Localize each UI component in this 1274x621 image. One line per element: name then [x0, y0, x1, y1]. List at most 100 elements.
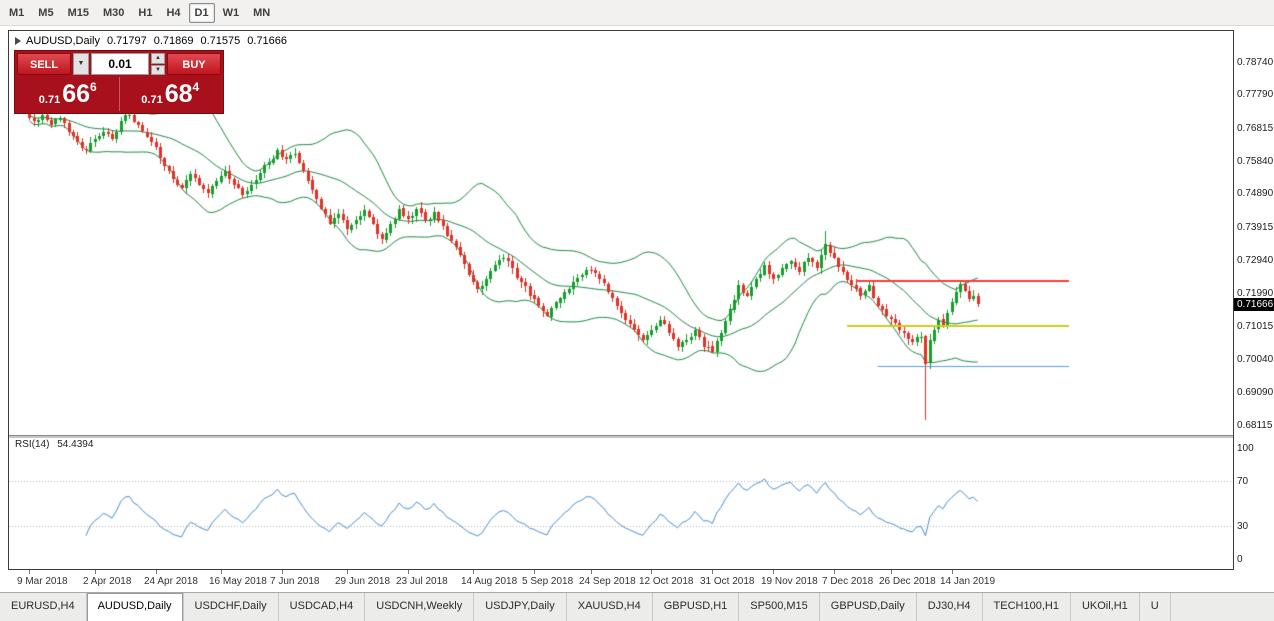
volume-input[interactable]	[91, 53, 149, 75]
date-label: 23 Jul 2018	[396, 576, 448, 587]
date-label: 29 Jun 2018	[335, 576, 391, 587]
chart-tab-dj30-h4[interactable]: DJ30,H4	[917, 593, 983, 621]
chart-tab-ukoil-h1[interactable]: UKOil,H1	[1071, 593, 1140, 621]
date-tick	[221, 570, 222, 574]
chart-tab-gbpusd-h1[interactable]: GBPUSD,H1	[653, 593, 740, 621]
price-divider	[118, 77, 120, 111]
date-tick	[651, 570, 652, 574]
date-label: 12 Oct 2018	[639, 576, 694, 587]
sell-button[interactable]: SELL	[17, 53, 71, 75]
stepper-down-icon[interactable]: ▼	[151, 64, 165, 75]
price-axis-label: 0.71990	[1237, 287, 1274, 299]
price-axis-label: 0.73915	[1237, 221, 1274, 233]
date-label: 26 Dec 2018	[879, 576, 936, 587]
price-axis-label: 0.77790	[1237, 89, 1274, 101]
date-label: 16 May 2018	[209, 576, 267, 587]
chart-tabs-bar: EURUSD,H4 AUDUSD,Daily USDCHF,Daily USDCAD,…	[0, 592, 1274, 621]
date-label: 19 Nov 2018	[761, 576, 818, 587]
rsi-chart-canvas[interactable]	[9, 438, 1233, 569]
price-axis-label: 0.78740	[1237, 56, 1274, 68]
date-label: 2 Apr 2018	[83, 576, 132, 587]
stepper-up-icon[interactable]: ▲	[151, 53, 165, 64]
pane-divider[interactable]	[9, 435, 1233, 438]
date-tick	[591, 570, 592, 574]
rsi-scale-label: 30	[1237, 520, 1249, 532]
date-label: 24 Apr 2018	[144, 576, 198, 587]
chart-tab-usdjpy-daily[interactable]: USDJPY,Daily	[474, 593, 567, 621]
timeframe-button-m30[interactable]: M30	[102, 6, 125, 19]
date-tick	[834, 570, 835, 574]
chart-window: AUDUSD,Daily 0.71797 0.71869 0.71575 0.7…	[8, 30, 1274, 570]
symbol-name: AUDUSD,Daily	[26, 35, 100, 47]
price-axis-label: 0.76815	[1237, 122, 1274, 134]
chart-tab-usdcnh-weekly[interactable]: USDCNH,Weekly	[365, 593, 475, 621]
timeframe-button-d1[interactable]: D1	[188, 2, 215, 23]
sell-price-display[interactable]: 0.71 66 6	[17, 77, 119, 111]
buy-price-small: 0.71	[141, 94, 163, 106]
date-axis[interactable]: 9 Mar 2018 2 Apr 2018 24 Apr 2018 16 May 20…	[8, 570, 1234, 592]
price-axis-label: 0.70040	[1237, 354, 1274, 366]
date-tick	[282, 570, 283, 574]
date-tick	[534, 570, 535, 574]
date-tick	[156, 570, 157, 574]
buy-price-sup: 4	[192, 80, 200, 94]
price-axis-label: 0.69090	[1237, 386, 1274, 398]
timeframe-button-m1[interactable]: M1	[9, 6, 25, 19]
date-tick	[952, 570, 953, 574]
chart-tab-u[interactable]: U	[1140, 593, 1171, 621]
timeframe-button-mn[interactable]: MN	[253, 6, 271, 19]
date-label: 31 Oct 2018	[700, 576, 755, 587]
ohlc-open: 0.71797	[106, 35, 147, 47]
volume-stepper[interactable]: ▲ ▼	[151, 53, 165, 75]
date-tick	[473, 570, 474, 574]
ohlc-close: 0.71666	[247, 35, 288, 47]
timeframe-button-m15[interactable]: M15	[67, 6, 89, 19]
date-tick	[773, 570, 774, 574]
timeframe-toolbar: M1 M5 M15 M30 H1 H4 D1 W1 MN	[0, 0, 1274, 26]
chart-tab-usdcad-h4[interactable]: USDCAD,H4	[279, 593, 366, 621]
date-tick	[29, 570, 30, 574]
rsi-indicator-name: RSI(14)	[15, 439, 50, 450]
rsi-indicator-value: 54.4394	[57, 439, 94, 450]
price-axis-label: 0.72940	[1237, 255, 1274, 267]
chart-tab-usdchf-daily[interactable]: USDCHF,Daily	[184, 593, 279, 621]
chart-tab-xauusd-h4[interactable]: XAUUSD,H4	[567, 593, 653, 621]
date-label: 7 Jun 2018	[270, 576, 320, 587]
chart-tab-sp500-m15[interactable]: SP500,M15	[739, 593, 820, 621]
buy-price-display[interactable]: 0.71 68 4	[120, 77, 222, 111]
dropdown-arrow-icon: ▼	[77, 60, 85, 67]
sell-price-sup: 6	[90, 80, 97, 94]
ohlc-low: 0.71575	[200, 35, 241, 47]
one-click-trading-panel: SELL ▼ ▲ ▼ BUY 0.71 66 6	[14, 50, 224, 114]
timeframe-button-m5[interactable]: M5	[38, 6, 54, 19]
date-label: 24 Sep 2018	[579, 576, 636, 587]
price-axis-label: 0.74890	[1237, 188, 1274, 200]
timeframe-button-h1[interactable]: H1	[138, 6, 153, 19]
chart-tab-gbpusd-daily[interactable]: GBPUSD,Daily	[820, 593, 917, 621]
timeframe-button-h4[interactable]: H4	[166, 6, 181, 19]
chart-shift-marker-icon	[15, 37, 21, 45]
date-label: 7 Dec 2018	[822, 576, 874, 587]
date-tick	[95, 570, 96, 574]
price-axis-label: 0.71015	[1237, 320, 1274, 332]
date-tick	[712, 570, 713, 574]
buy-button[interactable]: BUY	[167, 53, 221, 75]
sell-price-big: 66	[62, 80, 91, 108]
price-axis-label: 0.75840	[1237, 156, 1274, 168]
date-label: 14 Aug 2018	[461, 576, 518, 587]
chart-tab-tech100-h1[interactable]: TECH100,H1	[983, 593, 1071, 621]
chart-tab-audusd-daily[interactable]: AUDUSD,Daily	[86, 593, 184, 621]
rsi-indicator-label: RSI(14) 54.4394	[15, 439, 98, 450]
timeframe-button-w1[interactable]: W1	[222, 6, 240, 19]
date-label: 14 Jan 2019	[940, 576, 996, 587]
rsi-scale-label: 70	[1237, 476, 1249, 488]
chart-tab-eurusd-h4[interactable]: EURUSD,H4	[0, 593, 87, 621]
rsi-scale-label: 100	[1237, 443, 1254, 454]
date-tick	[408, 570, 409, 574]
current-price-badge: 0.71666	[1234, 297, 1274, 311]
price-axis[interactable]: 0.71666 0.78740 0.77790 0.76815 0.75840 0.74…	[1234, 30, 1274, 570]
buy-price-big: 68	[164, 80, 193, 108]
volume-dropdown-button[interactable]: ▼	[73, 53, 89, 75]
ohlc-high: 0.71869	[153, 35, 194, 47]
